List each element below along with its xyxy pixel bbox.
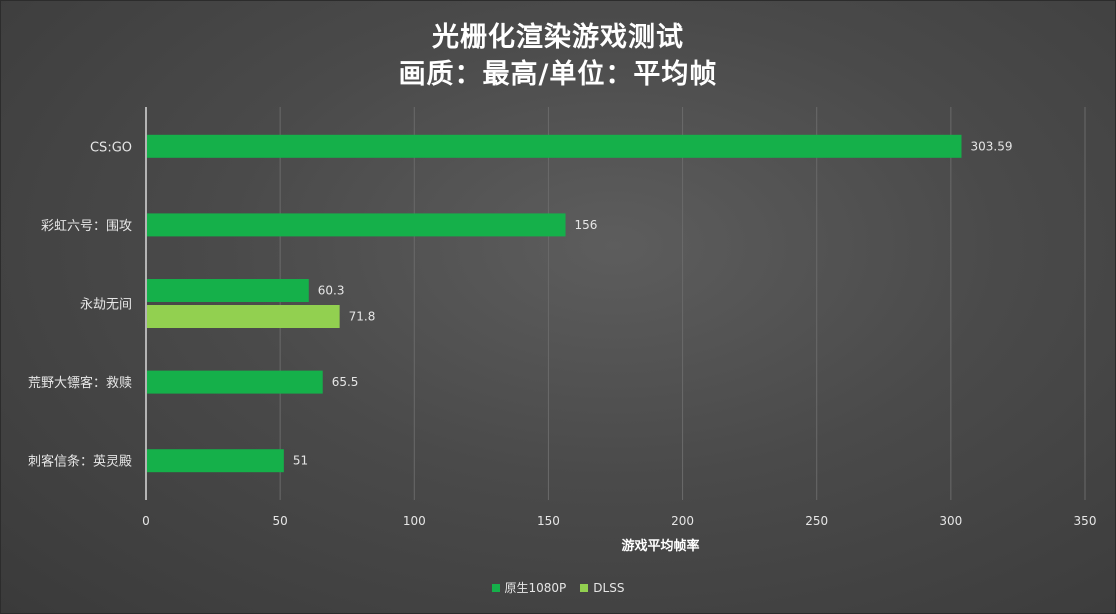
- bar: [147, 134, 962, 158]
- data-label: 65.5: [332, 375, 359, 389]
- category-label: 永劫无间: [80, 298, 132, 313]
- legend-item-dlss: DLSS: [580, 581, 624, 595]
- bar: [147, 370, 323, 394]
- chart-subtitle: 画质：最高/单位：平均帧: [398, 59, 718, 90]
- legend: 原生1080P DLSS: [0, 579, 1116, 596]
- x-tick-labels: 0 50 100 150 200 250 300 350: [142, 514, 1096, 528]
- gridlines: [279, 107, 1086, 500]
- x-tick-label: 0: [142, 514, 150, 528]
- data-label: 303.59: [970, 139, 1012, 153]
- x-tick-label: 150: [537, 514, 560, 528]
- category-label: 刺客信条：英灵殿: [28, 454, 132, 470]
- legend-swatch-dlss: [580, 583, 589, 592]
- bar: [147, 213, 566, 237]
- bar: [147, 305, 340, 328]
- legend-label-native: 原生1080P: [504, 581, 567, 595]
- x-axis-title: 游戏平均帧率: [621, 538, 699, 554]
- category-label: CS:GO: [90, 140, 132, 155]
- x-tick-label: 300: [939, 514, 962, 528]
- data-label: 156: [575, 218, 598, 232]
- category-label: 彩虹六号：围攻: [41, 219, 132, 234]
- legend-swatch-native: [491, 583, 500, 592]
- bars: [147, 134, 962, 473]
- x-tick-label: 200: [671, 514, 694, 528]
- category-label: 荒野大镖客：救赎: [28, 375, 132, 391]
- data-label: 60.3: [318, 284, 345, 298]
- data-label: 51: [293, 454, 308, 468]
- chart-title: 光栅化渲染游戏测试: [432, 22, 684, 53]
- data-label: 71.8: [349, 310, 376, 324]
- legend-label-dlss: DLSS: [593, 580, 625, 595]
- bar: [147, 279, 309, 302]
- x-tick-label: 100: [403, 514, 426, 528]
- x-tick-label: 350: [1074, 514, 1097, 528]
- data-labels: 303.59 156 60.3 71.8 65.5 51: [293, 139, 1013, 467]
- x-tick-label: 250: [805, 514, 828, 528]
- x-tick-label: 50: [273, 514, 288, 528]
- legend-item-native: 原生1080P: [491, 579, 567, 596]
- bar: [147, 449, 284, 473]
